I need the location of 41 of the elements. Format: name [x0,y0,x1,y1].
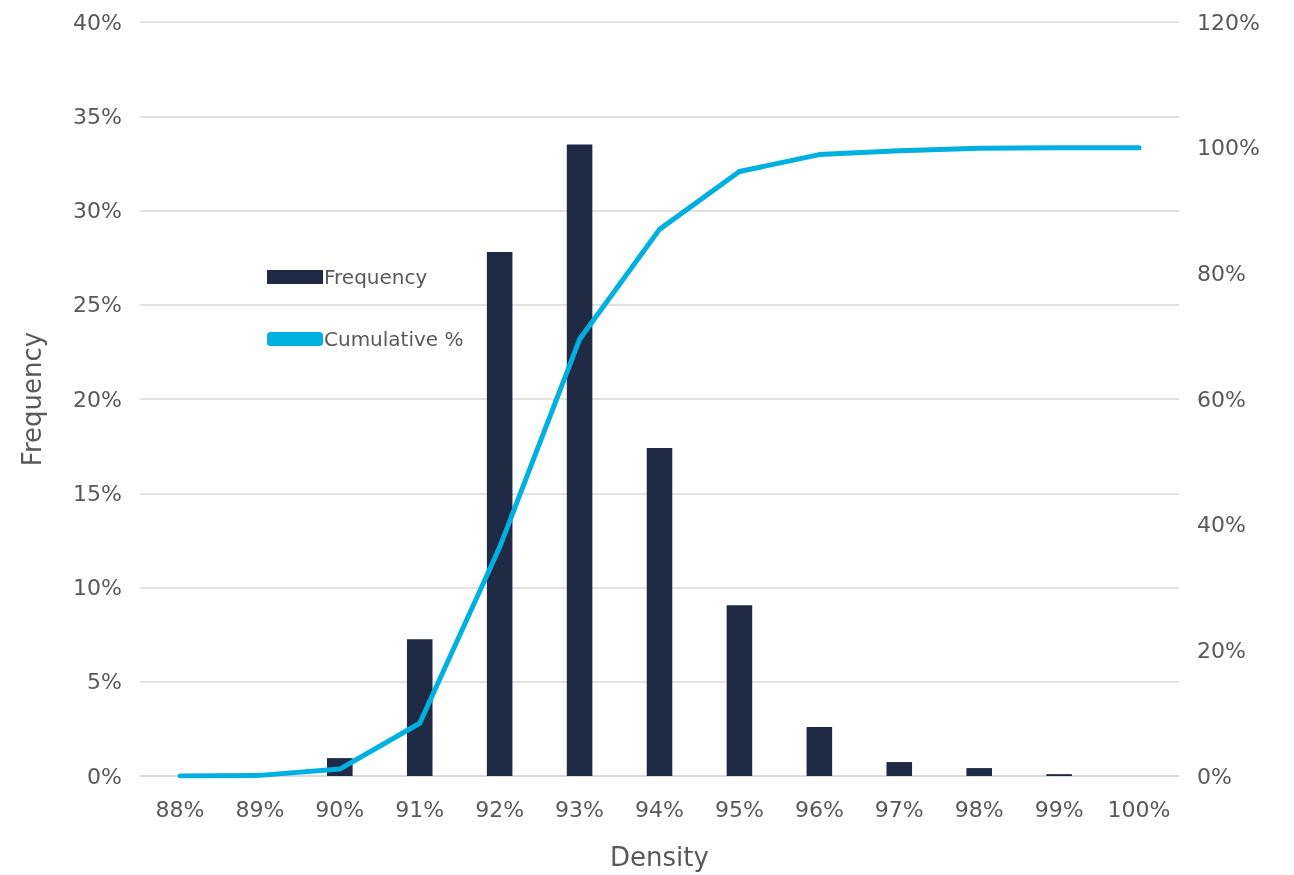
y-tick-label: 0% [87,763,122,789]
legend-label: Frequency [324,265,428,289]
bar [966,768,992,776]
legend-label: Cumulative % [324,327,464,351]
y2-tick-label: 100% [1197,135,1260,161]
x-tick-label: 88% [155,796,205,822]
bar [886,762,913,776]
bar [806,726,833,776]
x-tick-label: 95% [714,796,764,822]
y-axis-title: Frequency [17,331,47,467]
y-tick-label: 20% [73,386,122,412]
x-tick-label: 97% [874,796,924,822]
x-tick-label: 96% [794,796,844,822]
y2-tick-label: 40% [1197,512,1246,538]
x-axis-title: Density [610,842,709,872]
y2-tick-label: 20% [1197,637,1246,663]
y-tick-label: 15% [73,480,122,506]
x-tick-label: 93% [555,796,605,822]
y-tick-label: 30% [73,198,122,223]
x-tick-label: 90% [315,796,365,822]
y-tick-label: 25% [73,292,122,318]
bar [486,251,513,776]
y2-tick-label: 120% [1197,9,1260,35]
bar [726,605,753,776]
x-tick-label: 100% [1107,796,1171,822]
bar [646,448,673,776]
y-tick-label: 5% [87,669,122,695]
x-tick-label: 91% [395,796,445,822]
x-tick-label: 98% [954,796,1004,822]
y2-tick-label: 80% [1197,260,1246,286]
x-tick-label: 99% [1034,796,1084,822]
x-tick-label: 94% [635,796,684,822]
x-tick-label: 92% [475,796,525,822]
y2-tick-label: 0% [1197,763,1232,789]
y-tick-label: 35% [73,103,122,129]
x-tick-label: 89% [235,796,285,822]
bar [406,639,433,776]
y-tick-label: 10% [73,575,122,600]
y-tick-label: 40% [73,9,122,35]
bar [566,144,593,776]
y2-tick-label: 60% [1197,386,1246,412]
